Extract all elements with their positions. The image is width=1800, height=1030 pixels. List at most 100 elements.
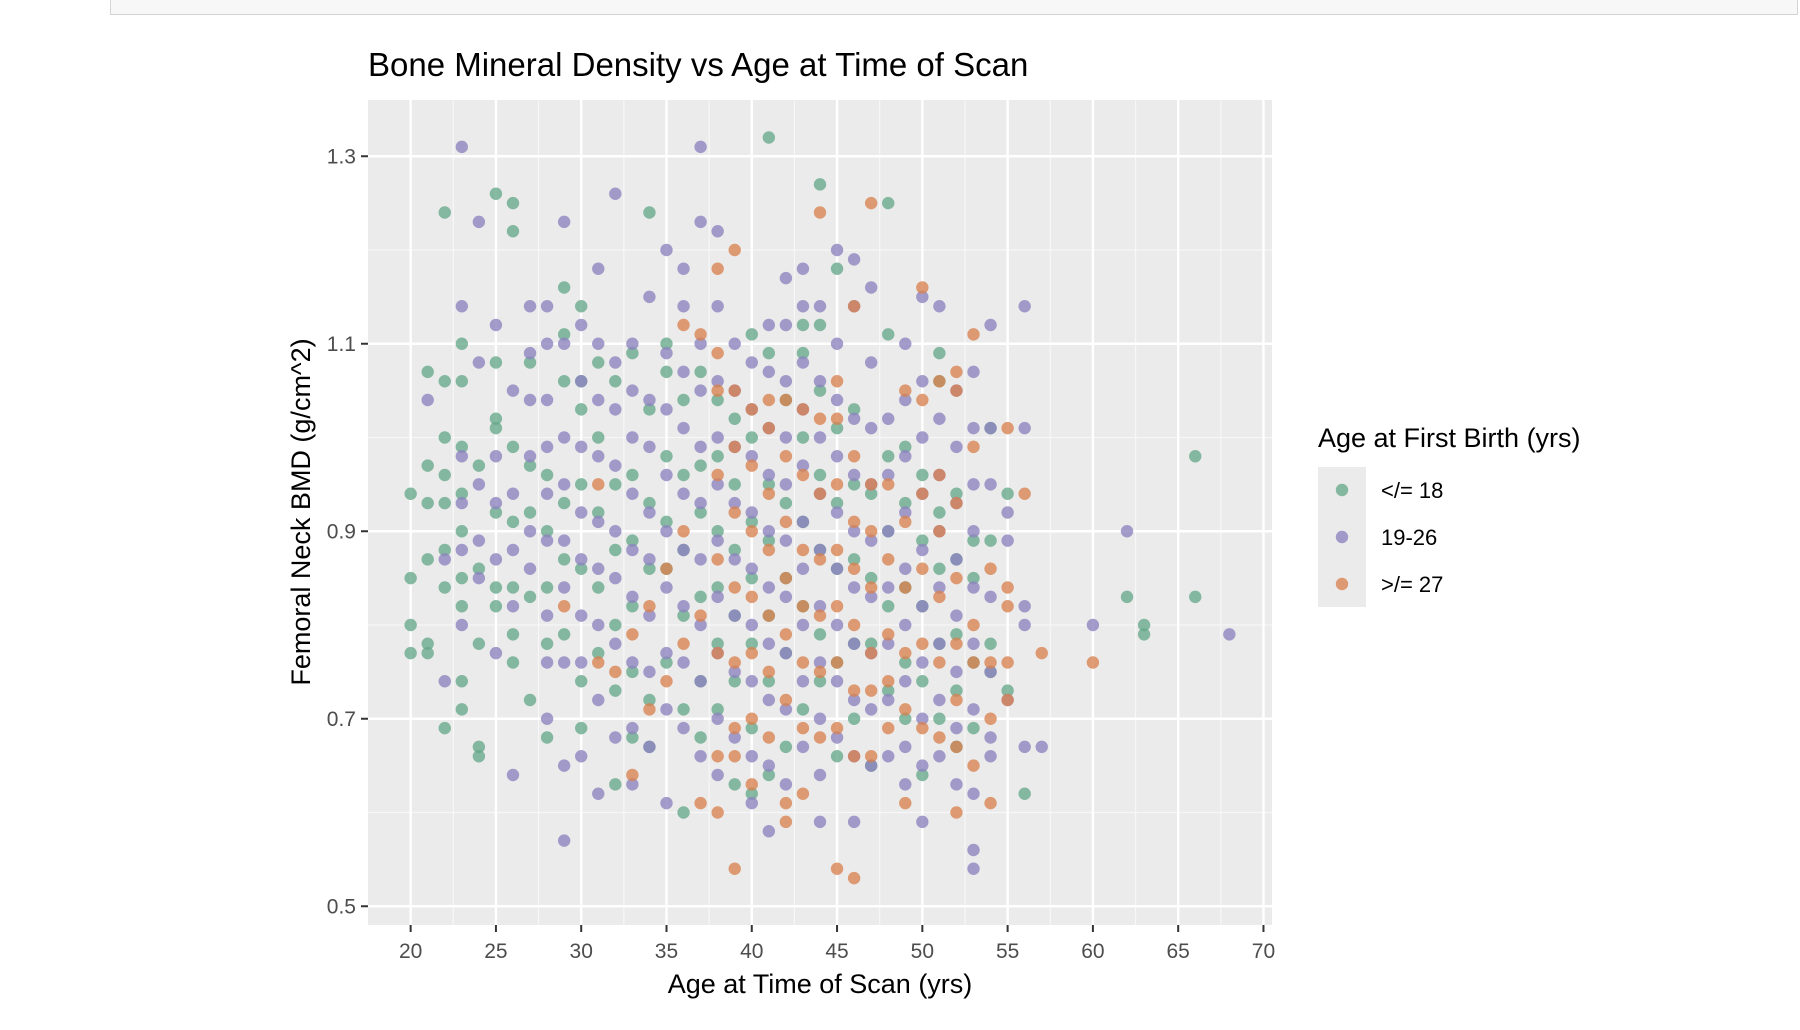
- data-point-series-2: [830, 337, 844, 350]
- data-point-series-1: [916, 468, 929, 482]
- data-point-series-1: [916, 534, 929, 547]
- data-point-series-1: [779, 740, 793, 754]
- data-point-series-2: [694, 675, 707, 688]
- data-point-series-3: [762, 393, 776, 407]
- data-point-series-1: [472, 750, 486, 763]
- data-point-series-3: [984, 562, 997, 575]
- data-point-series-2: [455, 450, 469, 463]
- data-point-series-2: [677, 487, 690, 500]
- data-point-series-2: [660, 646, 673, 660]
- data-point-series-2: [984, 750, 997, 763]
- data-point-series-3: [864, 581, 878, 594]
- data-point-series-2: [1086, 618, 1100, 632]
- data-point-series-1: [779, 496, 793, 510]
- data-point-series-3: [967, 440, 980, 454]
- data-point-series-2: [882, 581, 895, 594]
- data-point-series-2: [796, 459, 810, 472]
- data-point-series-2: [711, 431, 724, 444]
- data-point-series-3: [830, 543, 844, 557]
- data-point-series-1: [455, 703, 469, 716]
- data-point-series-2: [899, 675, 912, 688]
- data-point-series-1: [438, 375, 451, 388]
- data-point-series-2: [592, 262, 605, 275]
- data-point-series-2: [864, 534, 878, 547]
- data-point-series-1: [506, 656, 520, 669]
- data-point-series-3: [677, 637, 690, 650]
- data-point-series-2: [899, 618, 912, 632]
- data-point-series-2: [899, 506, 912, 519]
- data-point-series-2: [489, 553, 503, 566]
- data-point-series-2: [1001, 534, 1014, 547]
- data-point-series-3: [882, 628, 895, 641]
- data-point-series-3: [984, 712, 997, 725]
- data-point-series-2: [933, 300, 946, 313]
- data-point-series-2: [882, 637, 895, 650]
- data-point-series-3: [830, 656, 844, 669]
- data-point-series-2: [779, 478, 793, 491]
- data-point-series-2: [421, 393, 434, 407]
- data-point-series-1: [933, 712, 946, 725]
- data-point-series-3: [916, 637, 929, 650]
- data-point-series-1: [506, 515, 520, 529]
- data-point-series-1: [404, 487, 417, 500]
- data-point-series-3: [916, 393, 929, 407]
- data-point-series-2: [847, 253, 861, 266]
- data-point-series-2: [455, 140, 469, 154]
- data-point-series-1: [421, 553, 434, 566]
- data-point-series-2: [950, 553, 963, 566]
- data-point-series-3: [967, 618, 980, 632]
- data-point-series-3: [899, 703, 912, 716]
- data-point-series-3: [796, 721, 810, 735]
- data-point-series-3: [899, 581, 912, 594]
- data-point-series-2: [557, 759, 571, 772]
- data-point-series-2: [523, 393, 537, 407]
- data-point-series-2: [1035, 740, 1048, 754]
- data-point-series-1: [933, 346, 946, 360]
- data-point-series-2: [916, 815, 929, 829]
- data-point-series-3: [592, 656, 605, 669]
- data-point-series-2: [728, 553, 741, 566]
- data-point-series-3: [660, 675, 673, 688]
- data-point-series-1: [864, 571, 878, 585]
- data-point-series-3: [967, 656, 980, 669]
- data-point-series-2: [864, 281, 878, 294]
- data-point-series-3: [882, 553, 895, 566]
- data-point-series-1: [557, 628, 571, 641]
- data-point-series-1: [455, 525, 469, 538]
- data-point-series-2: [813, 300, 827, 313]
- data-point-series-2: [677, 543, 690, 557]
- data-point-series-1: [813, 384, 827, 397]
- data-point-series-1: [438, 431, 451, 444]
- data-point-series-2: [779, 534, 793, 547]
- data-point-series-3: [779, 815, 793, 829]
- data-point-series-1: [728, 543, 741, 557]
- data-point-series-2: [745, 675, 758, 688]
- data-point-series-2: [557, 656, 571, 669]
- data-point-series-2: [626, 384, 639, 397]
- data-point-series-1: [609, 478, 622, 491]
- data-point-series-3: [882, 675, 895, 688]
- data-point-series-3: [728, 750, 741, 763]
- data-point-series-2: [745, 750, 758, 763]
- data-point-series-2: [1001, 506, 1014, 519]
- data-point-series-1: [882, 684, 895, 697]
- data-point-series-2: [967, 365, 980, 379]
- data-point-series-3: [796, 403, 810, 416]
- data-point-series-2: [626, 431, 639, 444]
- data-point-series-1: [660, 337, 673, 350]
- data-point-series-1: [643, 693, 656, 707]
- data-point-series-2: [967, 478, 980, 491]
- data-point-series-2: [455, 543, 469, 557]
- data-point-series-1: [796, 431, 810, 444]
- data-point-series-3: [933, 590, 946, 604]
- data-point-series-3: [1001, 693, 1014, 707]
- data-point-series-3: [728, 862, 741, 875]
- data-point-series-1: [847, 403, 861, 416]
- data-point-series-2: [779, 271, 793, 285]
- data-point-series-2: [813, 656, 827, 669]
- data-point-series-1: [626, 534, 639, 547]
- x-tick-label: 35: [655, 940, 678, 963]
- data-point-series-1: [489, 356, 503, 369]
- data-point-series-1: [455, 440, 469, 454]
